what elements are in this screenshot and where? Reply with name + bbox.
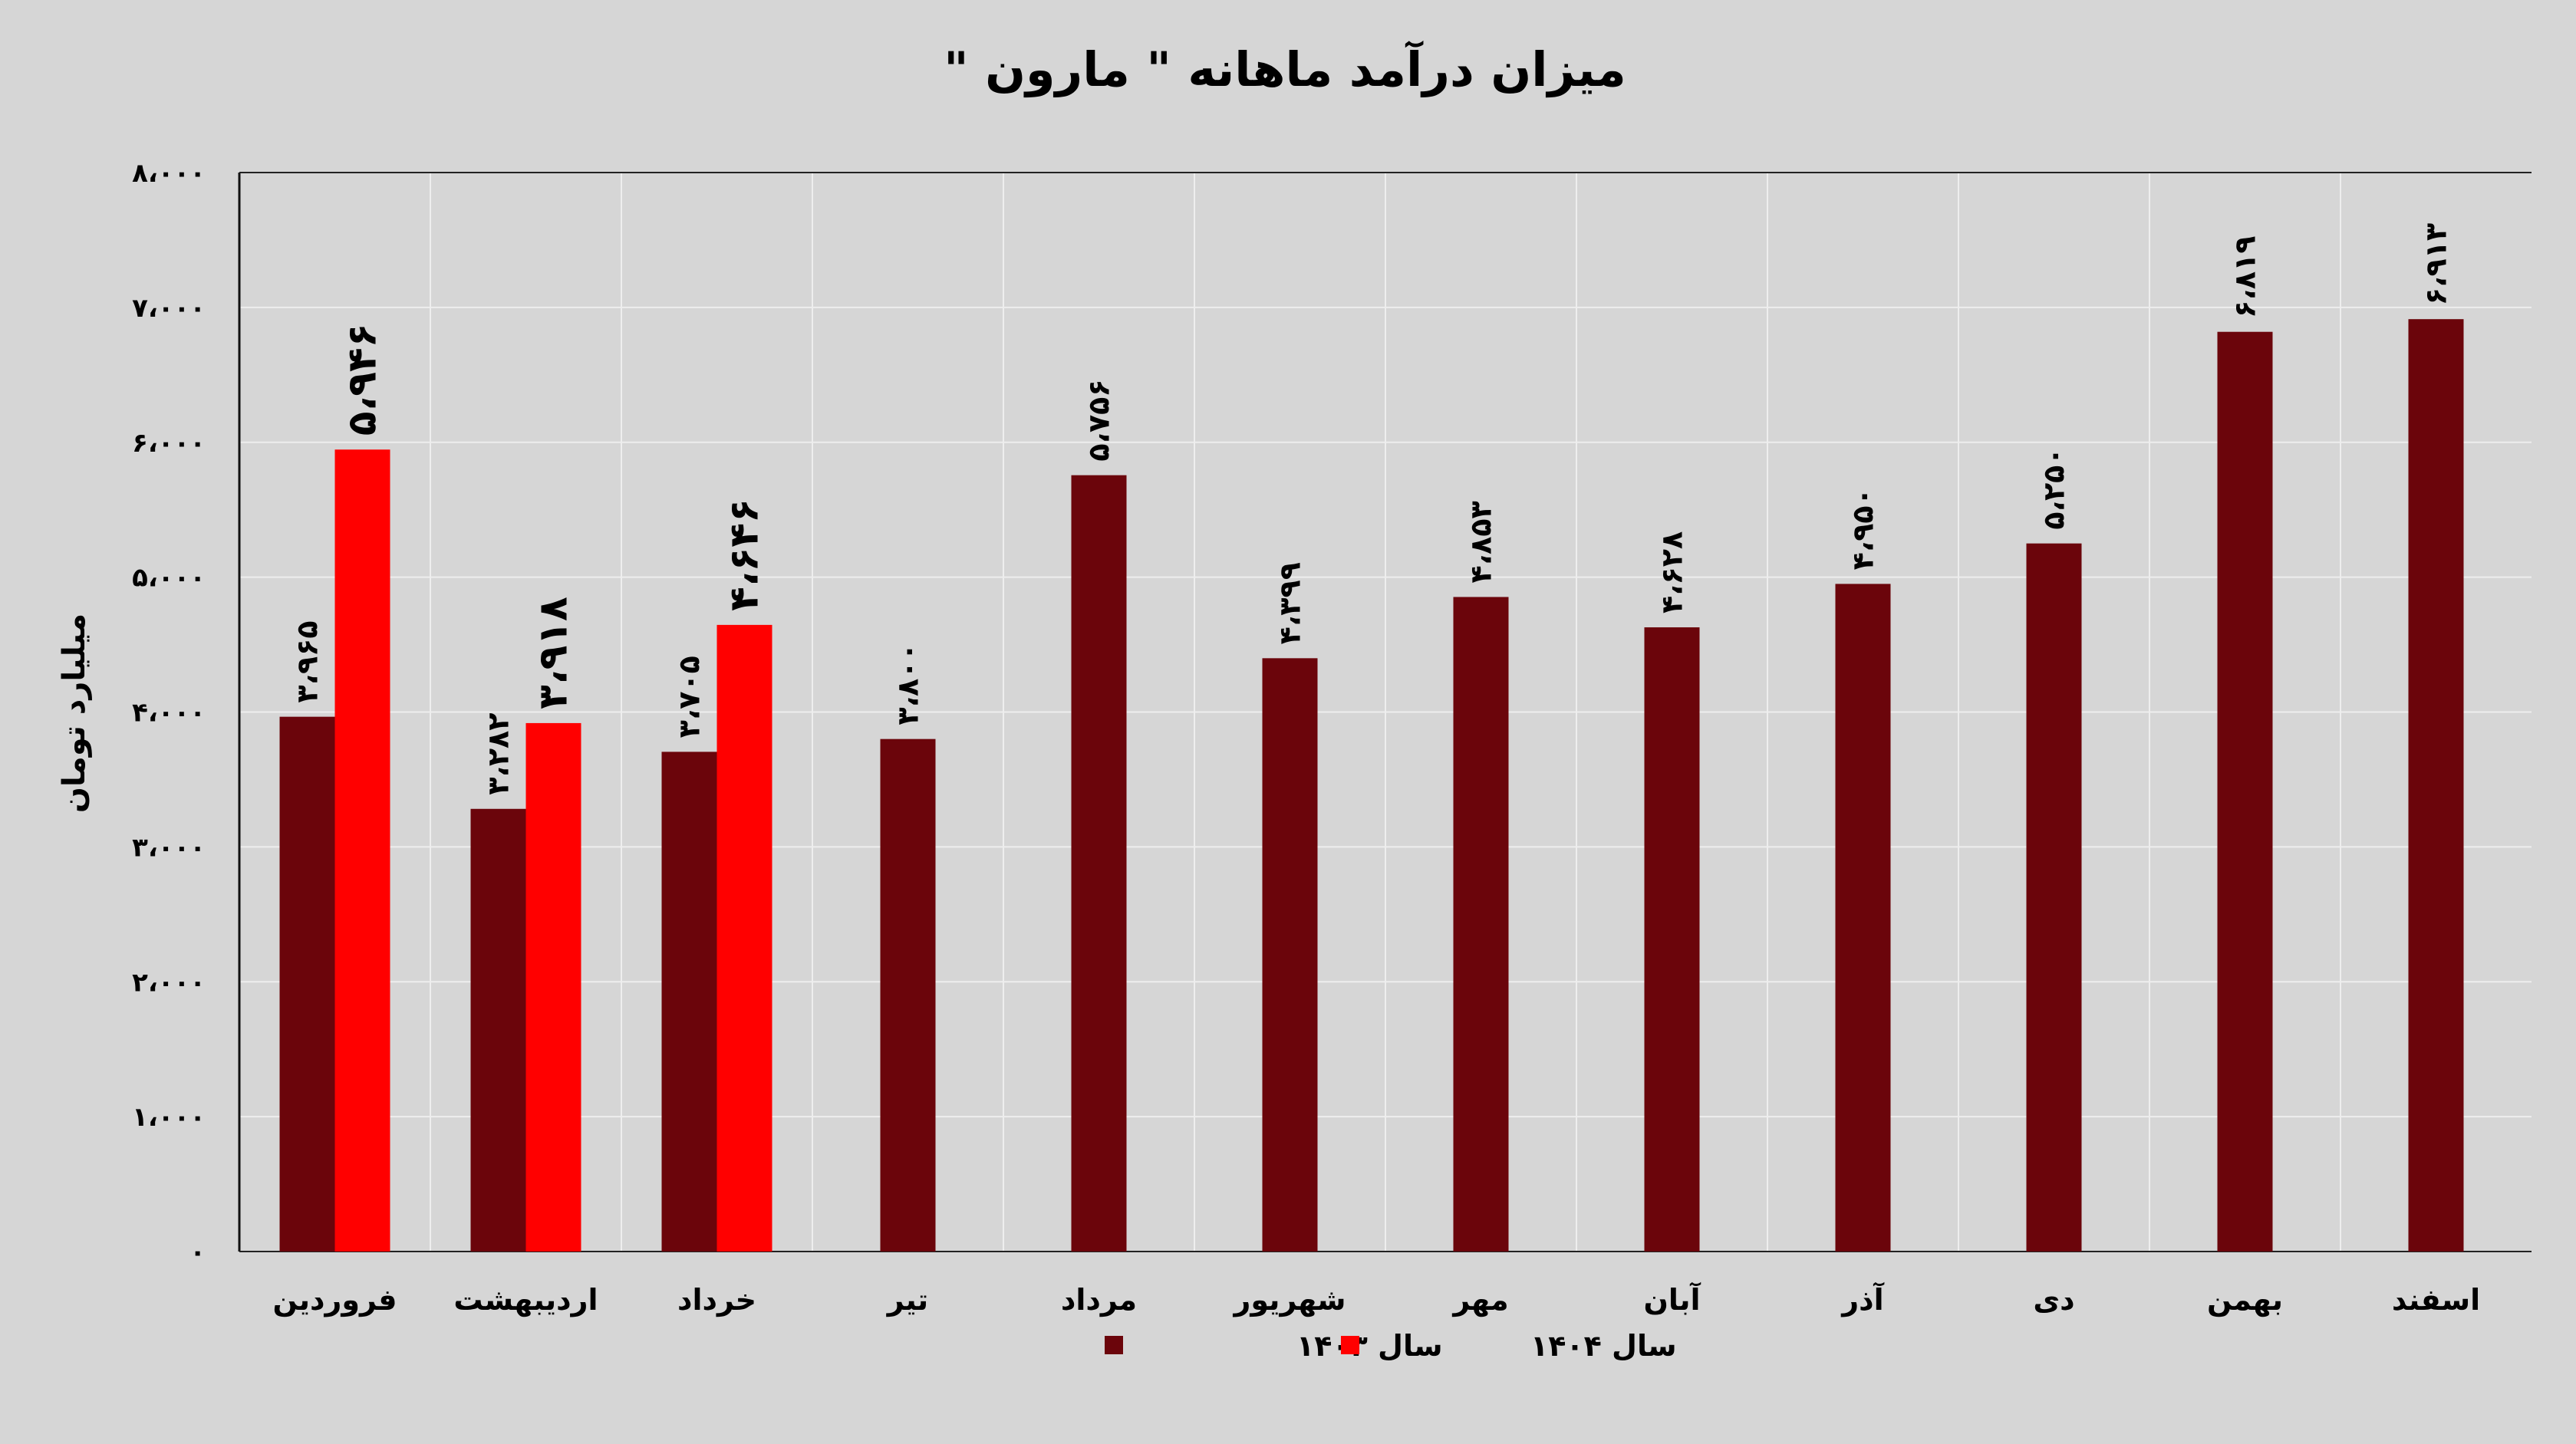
data-label: ۳،۸۰۰ — [891, 643, 925, 725]
x-tick-labels: فروردین اردیبهشت خرداد تیر مرداد شهریور مهر آبا… — [273, 1281, 2481, 1317]
legend-label-1: سال ۱۴۰۳ — [1296, 1329, 1443, 1363]
bar-series-1 — [470, 808, 526, 1252]
bar-series-1 — [661, 752, 717, 1252]
bar-series-2 — [525, 722, 581, 1252]
data-label: ۴،۸۵۳ — [1464, 501, 1498, 583]
data-label: ۶،۸۱۹ — [2228, 235, 2262, 317]
data-label: ۳،۲۸۲ — [482, 713, 516, 795]
y-tick-label: ۰ — [189, 1237, 206, 1268]
legend-swatch-1 — [1105, 1336, 1123, 1354]
bar-series-2 — [334, 449, 390, 1252]
legend-swatch-2 — [1341, 1336, 1359, 1354]
data-label: ۳،۷۰۵ — [673, 656, 707, 738]
x-tick-label: اردیبهشت — [453, 1283, 598, 1317]
bar-series-1 — [1071, 475, 1127, 1252]
y-tick-label: ۸،۰۰۰ — [132, 158, 206, 189]
y-tick-label: ۷،۰۰۰ — [132, 293, 206, 324]
bar-series-1 — [2408, 319, 2464, 1252]
y-tick-label: ۲،۰۰۰ — [132, 967, 206, 998]
bar-series-1 — [880, 738, 936, 1252]
x-tick-label: مرداد — [1061, 1283, 1137, 1317]
data-label: ۴،۶۴۶ — [722, 498, 768, 611]
data-label: ۳،۹۶۵ — [291, 620, 324, 702]
data-label: ۵،۹۴۶ — [340, 324, 386, 436]
y-tick-label: ۶،۰۰۰ — [132, 428, 206, 459]
y-tick-label: ۴،۰۰۰ — [132, 698, 206, 729]
data-label: ۶،۹۱۳ — [2420, 223, 2453, 305]
y-tick-labels: ۰ ۱،۰۰۰ ۲،۰۰۰ ۳،۰۰۰ ۴،۰۰۰ ۵،۰۰۰ ۶،۰۰۰ ۷،۰۰۰ ۸،۰۰… — [132, 158, 206, 1268]
bar-series-2 — [716, 624, 772, 1252]
x-tick-label: شهریور — [1232, 1283, 1346, 1317]
gridlines — [238, 172, 2532, 1252]
legend-label-2: سال ۱۴۰۴ — [1530, 1329, 1677, 1363]
x-tick-label: اسفند — [2392, 1283, 2480, 1317]
data-label: ۵،۲۵۰ — [2037, 447, 2071, 529]
x-tick-label: مهر — [1451, 1283, 1508, 1317]
chart-title: میزان درآمد ماهانه " مارون " — [944, 40, 1626, 97]
x-tick-label: فروردین — [273, 1283, 397, 1317]
x-tick-label: آذر — [1840, 1281, 1884, 1317]
data-label: ۵،۷۵۶ — [1082, 379, 1116, 461]
y-axis-label: میلیارد تومان — [57, 613, 92, 813]
data-labels: ۳،۹۶۵ ۵،۹۴۶ ۳،۲۸۲ ۳،۹۱۸ ۳،۷۰۵ ۴،۶۴۶ ۳،۸۰۰ ۵،۷۵۶… — [291, 223, 2453, 795]
bar-series-1 — [279, 716, 335, 1252]
bar-series-1 — [1835, 584, 1891, 1252]
y-tick-label: ۱،۰۰۰ — [132, 1102, 206, 1133]
x-tick-label: بهمن — [2207, 1283, 2283, 1317]
data-label: ۴،۹۵۰ — [1846, 488, 1880, 570]
data-label: ۳،۹۱۸ — [531, 597, 577, 709]
y-tick-label: ۳،۰۰۰ — [132, 832, 206, 863]
bar-series-1 — [2026, 543, 2082, 1252]
bar-series-1 — [1644, 627, 1700, 1252]
x-tick-label: دی — [2033, 1283, 2074, 1317]
x-tick-label: خرداد — [677, 1283, 756, 1317]
data-label: ۴،۳۹۹ — [1273, 562, 1307, 644]
bar-series-1 — [2217, 331, 2273, 1252]
x-tick-label: آبان — [1644, 1281, 1701, 1317]
legend: سال ۱۴۰۳ سال ۱۴۰۴ — [1105, 1329, 1677, 1363]
data-label: ۴،۶۲۸ — [1655, 531, 1689, 613]
bars — [279, 319, 2464, 1252]
bar-series-1 — [1453, 597, 1509, 1252]
bar-series-1 — [1262, 658, 1318, 1252]
y-tick-label: ۵،۰۰۰ — [132, 563, 206, 594]
x-tick-label: تیر — [886, 1283, 928, 1317]
